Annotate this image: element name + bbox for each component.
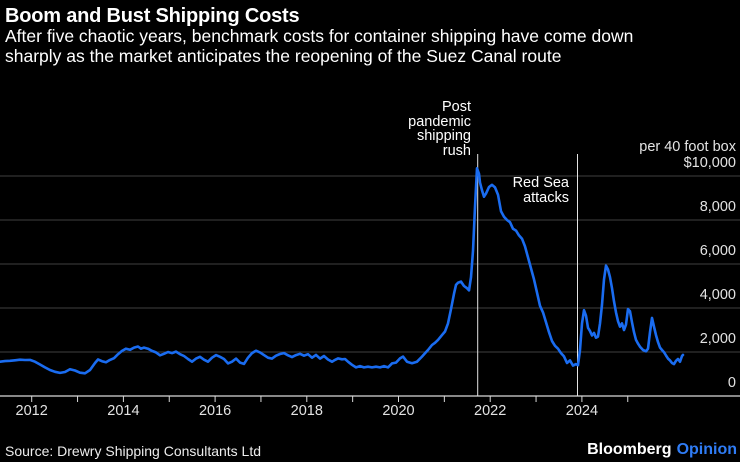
brand-name: Bloomberg [587, 441, 672, 458]
y-tick-label-6000: 6,000 [699, 243, 736, 259]
y-axis-unit-label: per 40 foot box [639, 139, 736, 155]
shipping-cost-line [0, 167, 685, 375]
x-tick-label-2024: 2024 [565, 403, 599, 419]
source-credit: Source: Drewry Shipping Consultants Ltd [5, 443, 262, 459]
subtitle-line-2: sharply as the market anticipates the re… [5, 45, 562, 66]
x-tick-label-2018: 2018 [290, 403, 323, 419]
x-tick-label-2020: 2020 [382, 403, 415, 419]
annotation-post-pandemic: Post pandemic shipping rush [408, 99, 471, 159]
y-tick-label-10000: $10,000 [683, 155, 736, 171]
y-tick-label-2000: 2,000 [699, 331, 736, 347]
y-tick-label-8000: 8,000 [699, 199, 736, 215]
y-tick-label-4000: 4,000 [699, 287, 736, 303]
subtitle-line-1: After five chaotic years, benchmark cost… [5, 26, 634, 46]
annotation-red-sea: Red Sea attacks [512, 175, 569, 206]
x-tick-label-2022: 2022 [474, 403, 507, 419]
bloomberg-opinion-logo: Bloomberg Opinion [587, 441, 737, 459]
brand-edition: Opinion [676, 441, 737, 458]
y-tick-label-0: 0 [727, 375, 736, 391]
x-tick-label-2014: 2014 [107, 403, 140, 419]
x-tick-label-2012: 2012 [15, 403, 48, 419]
chart-title: Boom and Bust Shipping Costs [5, 5, 300, 27]
x-tick-label-2016: 2016 [198, 403, 232, 419]
chart-subtitle: After five chaotic years, benchmark cost… [5, 26, 735, 66]
